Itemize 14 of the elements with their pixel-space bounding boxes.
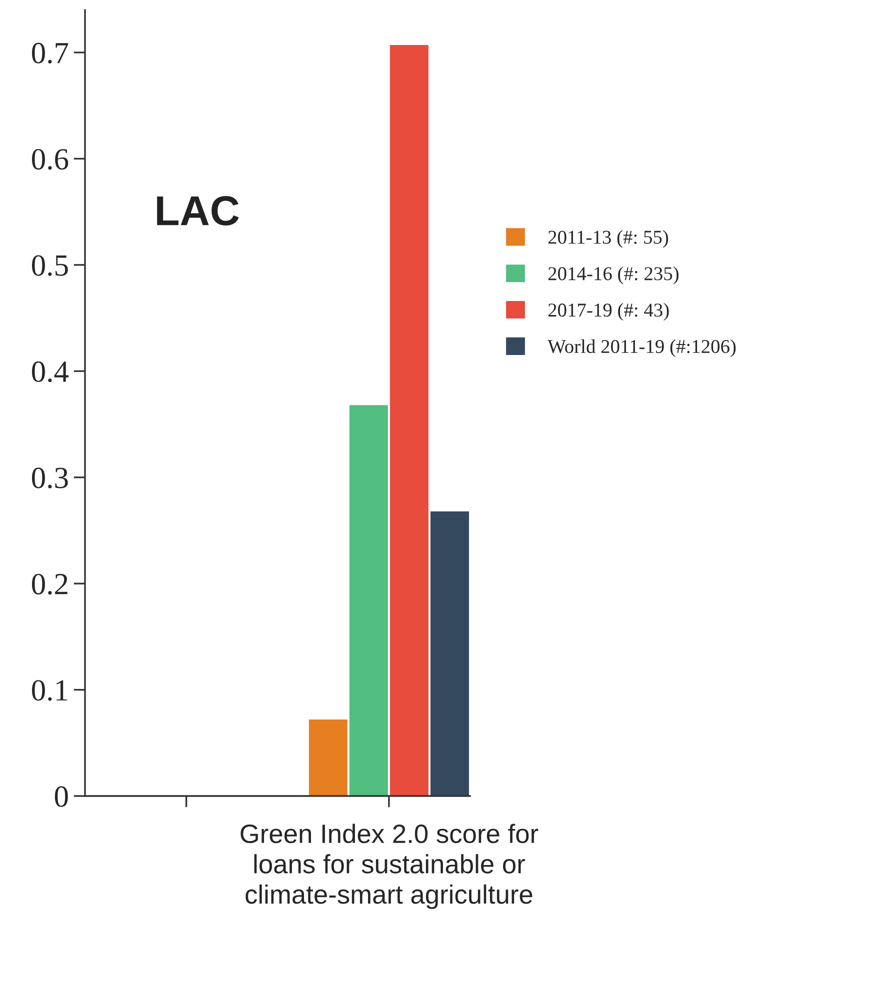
y-tick-label: 0.7: [32, 42, 68, 64]
y-tick-label: 0.6: [32, 148, 68, 170]
legend-label: 2011-13 (#: 55): [548, 230, 668, 248]
y-tick-label: 0.1: [32, 680, 68, 701]
legend-label: 2017-19 (#: 43): [548, 302, 669, 321]
legend-label: World 2011-19 (#:1206): [548, 339, 736, 358]
y-tick-label: 0.2: [32, 574, 68, 595]
legend-label: 2014-16 (#: 235): [548, 266, 678, 284]
x-tick-label: Green Index 2.0 score for loans for sustainable or climate-smart agriculture: [240, 824, 538, 910]
annotation: LAC: [157, 196, 239, 226]
y-tick-label: 0.4: [32, 361, 69, 382]
y-tick-label: 0: [54, 786, 68, 807]
y-tick-label: 0.5: [32, 255, 68, 276]
y-tick-label: 0.3: [32, 468, 68, 488]
